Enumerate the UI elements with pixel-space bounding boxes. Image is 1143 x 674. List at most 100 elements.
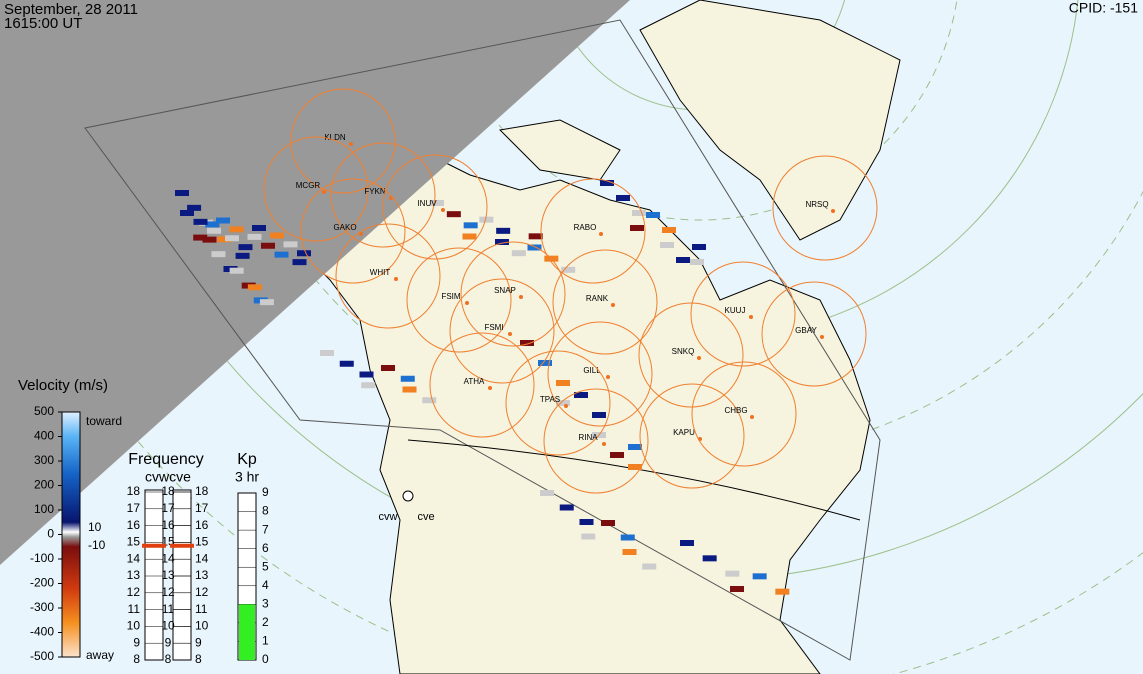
echo-cell	[561, 266, 576, 273]
echo-cell	[187, 204, 202, 211]
frequency-tick-label: 9	[165, 635, 172, 649]
frequency-tick-label: 11	[195, 602, 208, 616]
station-dot	[465, 301, 469, 305]
echo-cell	[690, 259, 704, 265]
echo-cell	[229, 226, 244, 233]
stations: KLDN MCGR FYKN INUV GAKO WHIT FSIM SNAP FSMI RANK…	[263, 88, 878, 494]
echo-cell	[752, 573, 767, 580]
away-label: away	[86, 648, 114, 662]
echo-cell	[229, 267, 244, 274]
echo-cell	[247, 284, 262, 291]
kp-tick-label: 3	[262, 597, 269, 611]
echo-cell	[702, 555, 717, 562]
velocity-tick-label: -200	[30, 576, 54, 590]
echo-cell	[235, 252, 250, 259]
kp-tick-label: 0	[262, 652, 269, 666]
echo-cell	[520, 340, 534, 346]
echo-cell	[620, 534, 635, 541]
frequency-tick-label: 12	[195, 585, 209, 599]
frequency-box	[172, 489, 192, 661]
kp-subtitle: 3 hr	[235, 469, 259, 485]
station-dot	[599, 232, 603, 236]
echo-cell	[422, 397, 437, 404]
station-dot	[831, 209, 835, 213]
frequency-tick-label: 8	[133, 652, 140, 666]
frequency-tick-label: 15	[127, 535, 141, 549]
frequency-marker	[170, 543, 194, 548]
station-dot	[606, 375, 610, 379]
station-field	[505, 350, 611, 456]
station-label: FSIM	[441, 292, 460, 301]
velocity-tick-label: -100	[30, 551, 54, 565]
echo-cell	[216, 217, 230, 224]
station-field	[290, 88, 396, 194]
echo-cell	[559, 504, 574, 511]
echo-cell	[320, 350, 334, 356]
station-field	[543, 388, 649, 494]
frequency-tick-label: 14	[127, 551, 141, 565]
station-dot	[750, 415, 754, 419]
frequency-tick-label: 14	[161, 551, 175, 565]
frequency-tick-label: 10	[127, 619, 141, 633]
station-dot	[749, 315, 753, 319]
frequency-tick-label: 18	[161, 484, 175, 498]
echo-cell	[692, 244, 706, 250]
echo-cell	[270, 232, 284, 239]
echo-cell	[527, 244, 542, 251]
echo-cell	[202, 236, 217, 243]
velocity-vectors	[175, 180, 790, 595]
echo-cell	[339, 360, 354, 367]
echo-cell	[574, 392, 588, 398]
frequency-tick-label: 13	[161, 568, 175, 582]
frequency-tick-label: 13	[195, 568, 209, 582]
echo-cell	[642, 563, 657, 570]
echo-cell	[662, 227, 676, 233]
station-field	[691, 361, 797, 467]
frequency-tick-label: 14	[195, 551, 209, 565]
radar-site	[402, 490, 414, 502]
echo-cell	[540, 490, 554, 496]
kp-tick-label: 7	[262, 522, 269, 536]
toward-label: toward	[86, 414, 122, 428]
echo-cell	[180, 210, 194, 216]
frequency-tick-label: 8	[195, 652, 202, 666]
station-field	[690, 261, 796, 367]
velocity-tick-label: 400	[34, 429, 54, 443]
station-label: GBAY	[795, 326, 817, 335]
station-field	[300, 178, 406, 284]
echo-cell	[259, 299, 274, 306]
velocity-tick-label: 500	[34, 404, 54, 418]
station-dot	[508, 332, 512, 336]
station-label: INUV	[417, 199, 437, 208]
velocity-title: Velocity (m/s)	[18, 377, 108, 394]
echo-cell	[592, 412, 606, 418]
station-field	[460, 241, 566, 347]
echo-cell	[400, 375, 415, 382]
echo-cell	[193, 234, 208, 241]
velocity-colorbar	[61, 411, 81, 658]
echo-cell	[217, 236, 232, 243]
echo-cell	[205, 221, 220, 228]
frequency-tick-label: 18	[127, 484, 141, 498]
echo-cell	[646, 212, 660, 218]
echo-cell	[247, 233, 262, 240]
echo-cell	[479, 216, 494, 223]
frequency-tick-label: 17	[161, 501, 175, 515]
station-dot	[441, 208, 445, 212]
echo-cell	[775, 588, 790, 595]
echo-cell	[238, 244, 253, 251]
station-field	[263, 136, 369, 242]
kp-tick-label: 9	[262, 485, 269, 499]
frequency-tick-label: 9	[195, 635, 202, 649]
frequency-radars: cvwcve	[145, 469, 191, 485]
radar-label: cve	[417, 511, 434, 523]
station-label: SNKQ	[672, 347, 695, 356]
echo-cell	[261, 242, 275, 249]
station-label: RANK	[586, 294, 609, 303]
velocity-tick-label: 300	[34, 453, 54, 467]
station-label: CHBG	[724, 406, 747, 415]
echo-cell	[730, 586, 744, 592]
echo-cell	[610, 452, 624, 458]
echo-cell	[676, 257, 690, 263]
station-dot	[611, 303, 615, 307]
